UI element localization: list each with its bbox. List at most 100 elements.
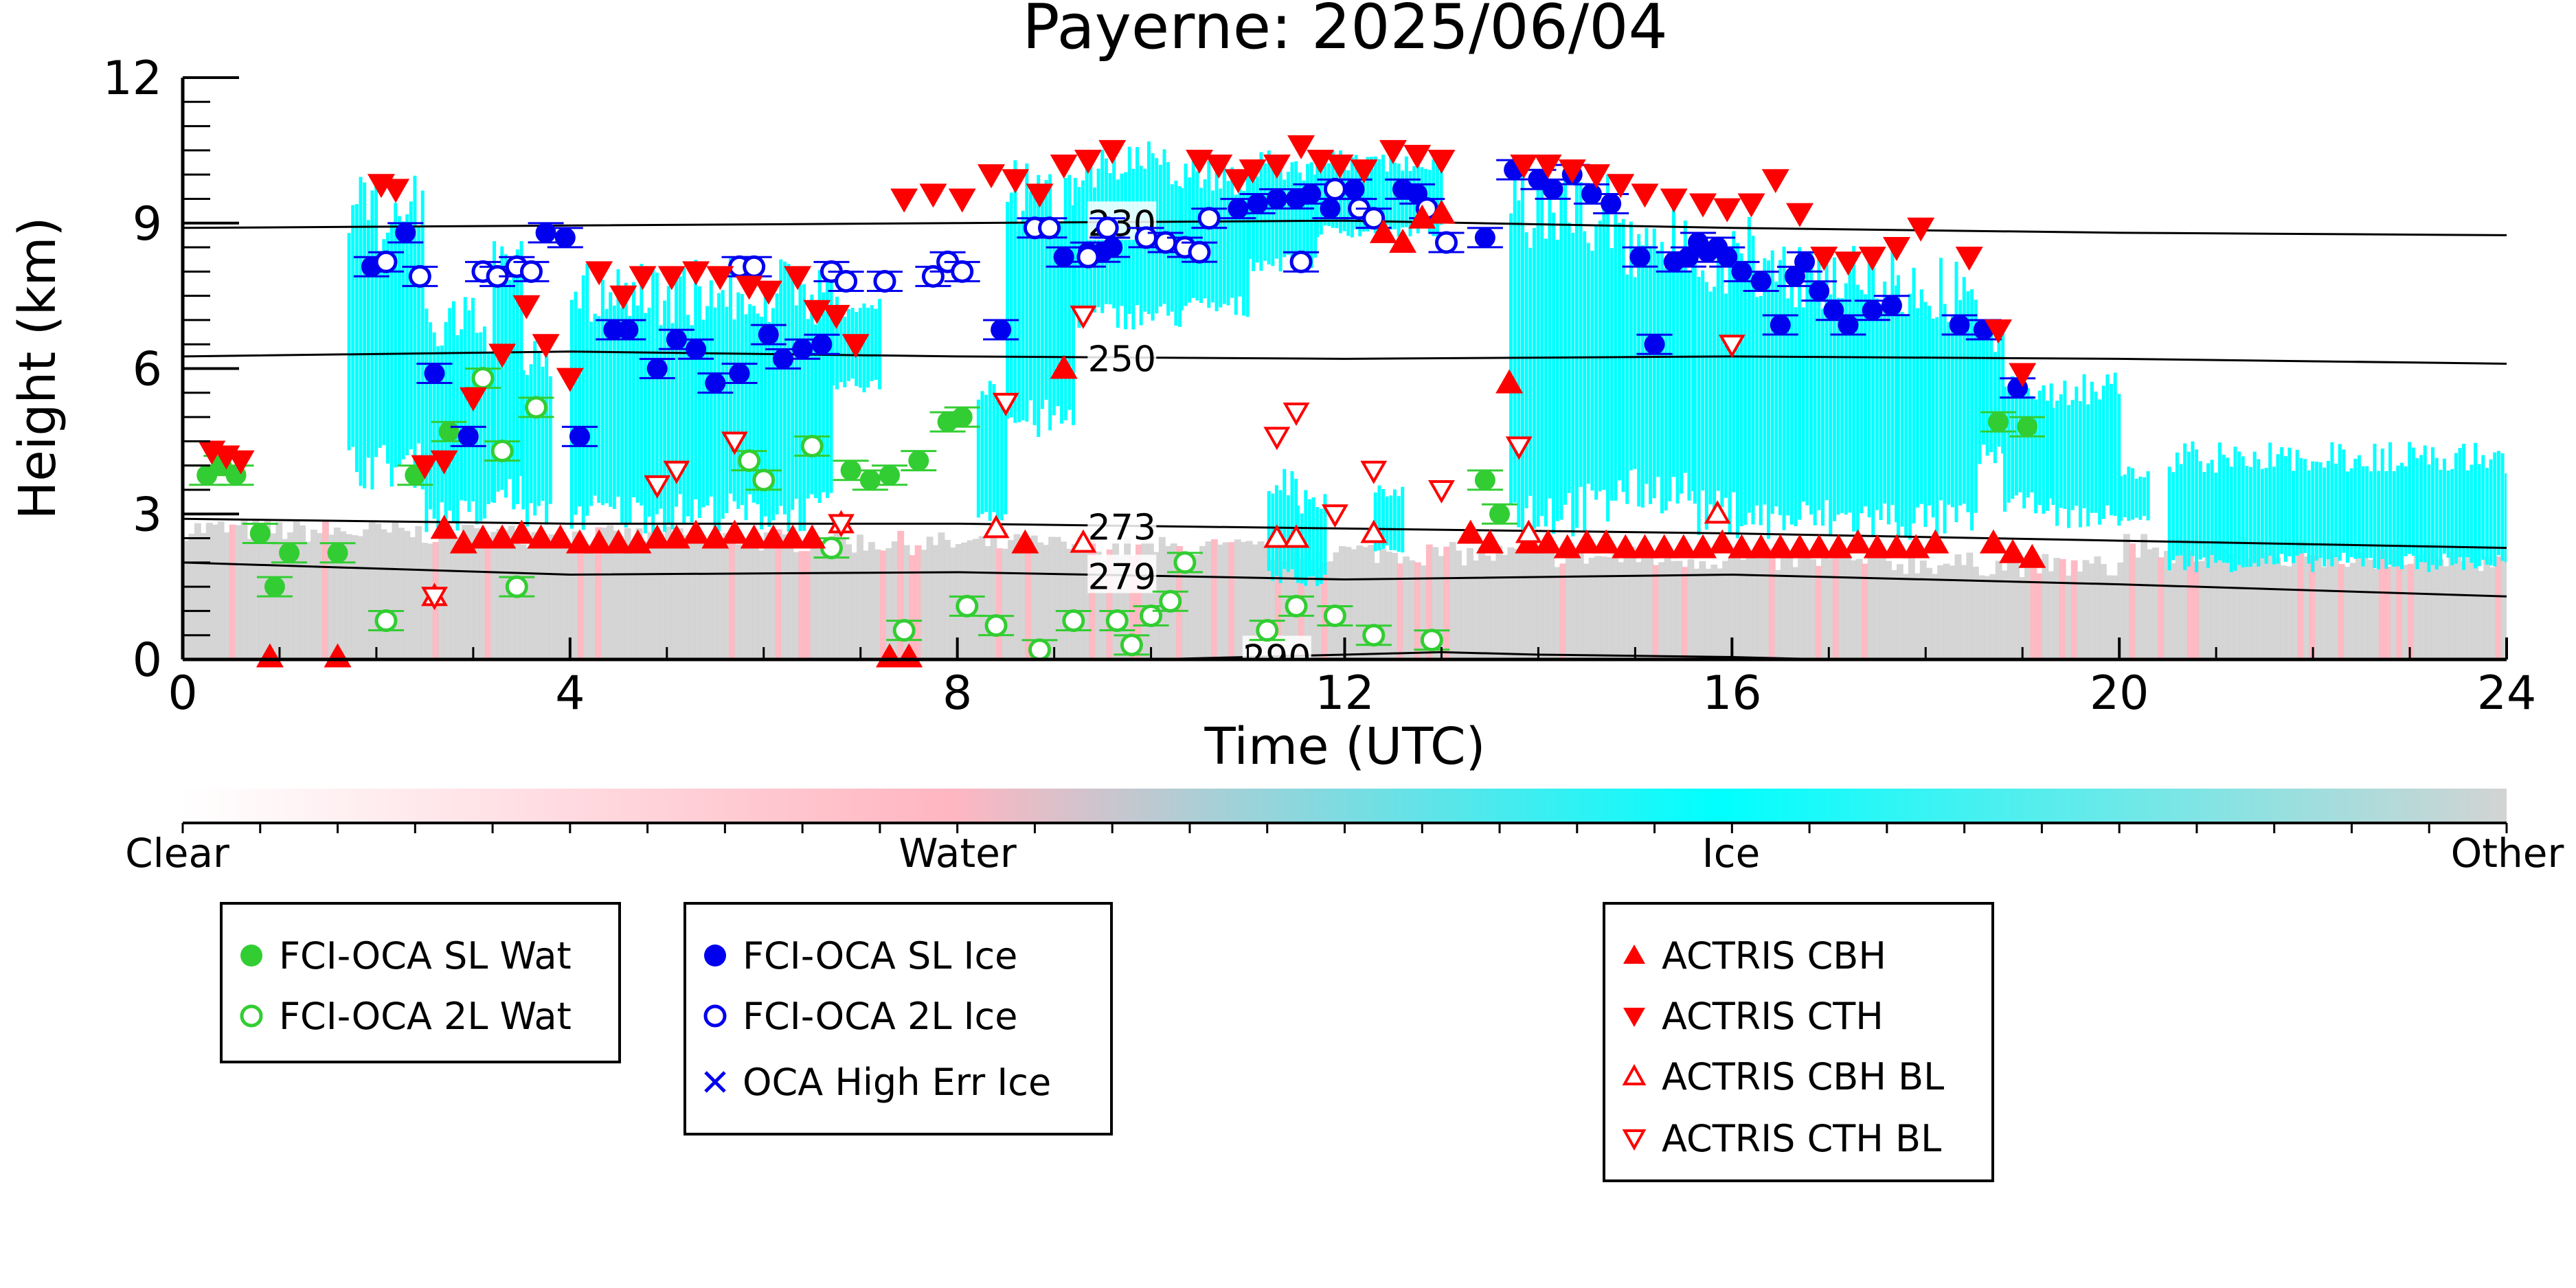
ice-column: [1900, 311, 1904, 527]
bl-column: [235, 525, 242, 659]
isotherm-279: [183, 561, 2507, 598]
data-point: [1287, 135, 1315, 159]
bl-column: [2228, 553, 2235, 659]
ice-column: [2014, 391, 2018, 496]
data-point: [546, 524, 574, 549]
ice-column: [1315, 506, 1320, 587]
bl-column: [1612, 552, 1619, 659]
bl-column: [2408, 563, 2415, 659]
bl-column: [932, 545, 939, 659]
ice-column: [1540, 179, 1544, 517]
ice-column: [1214, 166, 1219, 312]
ice-column: [2195, 449, 2199, 572]
bl-column: [1037, 542, 1044, 659]
data-point: [752, 468, 776, 492]
bl-column: [2169, 563, 2177, 659]
ice-column: [2496, 451, 2500, 556]
ice-column: [2481, 455, 2485, 560]
ice-column: [1586, 242, 1590, 484]
bl-column: [600, 528, 608, 659]
data-point: [327, 542, 348, 563]
data-point: [1420, 629, 1443, 652]
bl-column: [1397, 563, 1404, 659]
bl-column: [310, 530, 317, 659]
ice-column: [1392, 162, 1397, 229]
ice-column: [2214, 473, 2218, 563]
ice-column: [363, 182, 367, 488]
data-point: [565, 529, 594, 554]
ice-column: [2051, 407, 2055, 506]
ice-column: [635, 305, 640, 503]
ice-column: [1855, 284, 1860, 536]
data-point: [1362, 207, 1386, 230]
data-point: [1360, 460, 1388, 484]
ice-column: [370, 190, 374, 490]
bl-column: [2250, 545, 2258, 659]
data-point: [1644, 334, 1665, 355]
bl-column: [502, 530, 510, 659]
bl-column: [2094, 556, 2101, 659]
data-point: [411, 455, 439, 479]
data-point: [1515, 519, 1542, 543]
ice-column: [806, 319, 810, 499]
bl-column: [2187, 550, 2194, 659]
ice-column: [1602, 205, 1606, 490]
ice-column: [425, 308, 429, 532]
ice-column: [2493, 452, 2497, 567]
ice-column: [2110, 383, 2114, 516]
data-point: [1631, 534, 1659, 558]
data-point: [1369, 218, 1397, 243]
ice-column: [1989, 322, 1993, 453]
data-point: [738, 449, 761, 473]
data-point: [1505, 436, 1533, 460]
ice-column: [2369, 471, 2373, 558]
ice-column: [647, 307, 651, 517]
bl-column: [1205, 541, 1212, 659]
ice-column: [1397, 496, 1401, 552]
bl-column: [1919, 561, 1927, 659]
data-point: [459, 387, 487, 411]
ice-column: [2446, 471, 2450, 558]
bl-column: [403, 530, 411, 659]
bl-column: [1675, 561, 1683, 659]
legend-entry-2l-wat: FCI-OCA 2L Wat: [236, 995, 572, 1038]
data-point: [1062, 609, 1085, 633]
bl-column: [2297, 540, 2305, 659]
bl-column: [2140, 534, 2148, 659]
data-point: [729, 363, 750, 384]
data-point: [1553, 534, 1581, 558]
bl-column: [845, 544, 852, 659]
bl-column: [2042, 554, 2049, 659]
ice-column: [482, 326, 486, 519]
bl-column: [2082, 560, 2090, 659]
bl-column: [1309, 559, 1317, 659]
cloud-phase-field: [183, 141, 2507, 659]
ice-column: [496, 272, 500, 492]
bl-column: [409, 537, 416, 659]
data-point: [609, 285, 637, 310]
ice-column: [366, 220, 370, 458]
ice-column: [1286, 172, 1290, 255]
ice-column: [533, 341, 537, 516]
data-point: [1038, 216, 1061, 240]
ice-column: [2408, 442, 2412, 554]
bl-column: [1408, 560, 1416, 659]
ice-column: [752, 306, 756, 503]
bl-column: [1647, 556, 1654, 659]
bl-column: [1094, 551, 1102, 659]
bl-column: [642, 541, 649, 659]
bl-column: [1664, 549, 1671, 659]
bl-column: [1495, 545, 1503, 659]
ice-column: [1063, 177, 1067, 420]
bl-column: [822, 548, 829, 659]
bl-column: [1536, 547, 1544, 659]
ice-column: [1875, 298, 1879, 510]
ice-column: [2101, 385, 2105, 519]
ice-column: [1633, 277, 1637, 469]
bl-column: [1914, 573, 1921, 659]
ice-column: [748, 304, 752, 495]
bl-column: [333, 528, 341, 659]
ice-column: [2477, 464, 2481, 567]
bl-column: [1455, 550, 1462, 659]
ice-column: [686, 315, 690, 517]
